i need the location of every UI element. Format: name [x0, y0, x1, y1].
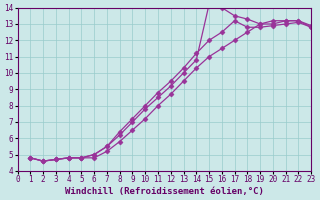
- X-axis label: Windchill (Refroidissement éolien,°C): Windchill (Refroidissement éolien,°C): [65, 187, 264, 196]
